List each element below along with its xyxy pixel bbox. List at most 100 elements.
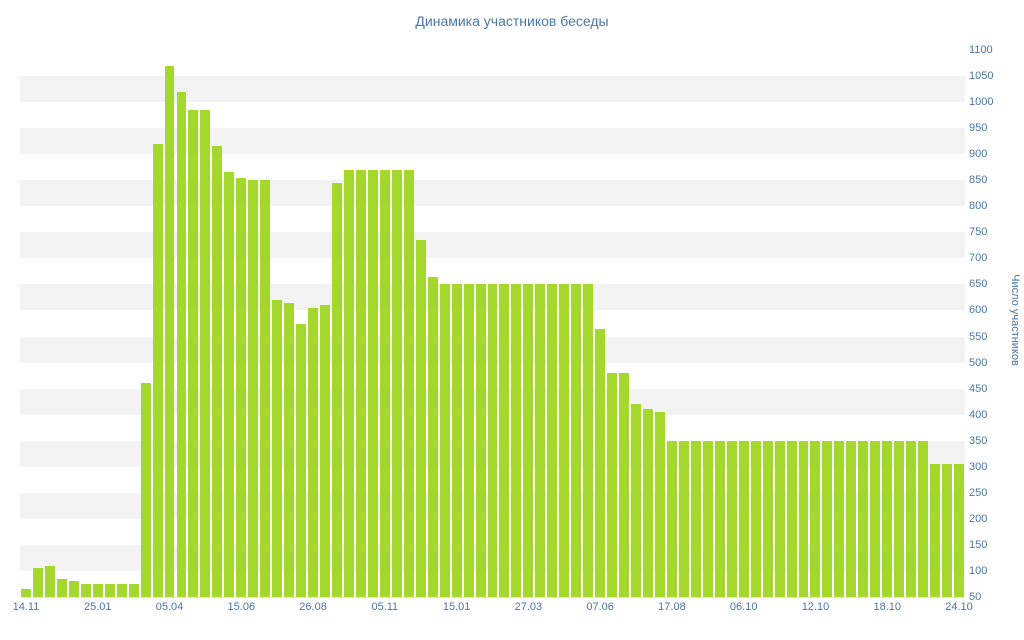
grid-stripe	[20, 50, 965, 77]
bar	[80, 583, 91, 597]
y-axis: 50 100 150 200 250 300 350 400 450 500 550 600 650 70…	[969, 44, 1007, 603]
bar	[523, 284, 534, 597]
bar	[272, 300, 283, 597]
y-tick-label: 600	[969, 304, 988, 317]
y-tick-label: 1000	[969, 96, 994, 109]
x-tick-label: 25.01	[83, 601, 112, 613]
bar	[595, 328, 606, 597]
bar	[834, 440, 845, 597]
bar	[164, 65, 175, 597]
bar	[32, 568, 43, 597]
bar	[738, 440, 749, 597]
bar	[678, 440, 689, 597]
bar	[355, 169, 366, 597]
bar	[882, 440, 893, 597]
y-tick-label: 500	[969, 356, 988, 369]
x-tick-label: 17.08	[658, 601, 686, 613]
bar	[762, 440, 773, 597]
y-tick-label: 900	[969, 148, 988, 161]
bar	[954, 464, 964, 597]
y-tick-label: 450	[969, 382, 988, 395]
bar	[463, 284, 474, 597]
bar	[224, 172, 235, 597]
x-tick-label: 07.06	[586, 601, 614, 613]
bar	[320, 305, 330, 597]
bar	[774, 440, 785, 597]
x-tick-label: 26.08	[299, 601, 327, 613]
y-tick-label: 1100	[969, 44, 993, 56]
bar	[296, 323, 307, 597]
bar	[379, 169, 390, 597]
y-axis-title: Число участников	[1009, 274, 1021, 366]
bar	[870, 440, 881, 597]
bar	[547, 284, 558, 597]
chart-title: Динамика участников беседы	[415, 13, 609, 29]
bar	[44, 565, 55, 597]
y-tick-label: 1050	[969, 70, 994, 83]
x-tick-label: 14.11	[12, 601, 40, 613]
bar	[511, 284, 522, 597]
y-tick-label: 50	[969, 591, 982, 603]
bar	[666, 440, 677, 597]
bar	[499, 284, 510, 597]
bar	[367, 169, 378, 597]
x-tick-label: 15.06	[227, 601, 256, 613]
bar	[714, 440, 725, 597]
bar	[690, 440, 701, 597]
bar	[726, 440, 737, 597]
bar	[176, 91, 187, 597]
bar	[200, 109, 211, 597]
x-tick-label: 27.03	[514, 601, 543, 613]
bar	[403, 169, 414, 597]
x-tick-label: 12.10	[801, 601, 830, 613]
bar	[702, 440, 713, 597]
bar	[451, 284, 462, 597]
bar	[607, 373, 618, 597]
x-axis: 14.11 25.01 05.04 15.06 26.08 05.11 15.01 27.03…	[13, 601, 973, 619]
y-tick-label: 700	[969, 252, 988, 265]
bar	[559, 284, 570, 597]
bar	[152, 143, 163, 597]
y-tick-label: 200	[969, 512, 988, 525]
y-tick-label: 950	[969, 122, 988, 135]
bar	[332, 182, 342, 597]
x-tick-label: 15.01	[442, 601, 471, 613]
bar	[786, 440, 797, 597]
bar	[631, 404, 642, 597]
bar	[750, 440, 761, 597]
y-tick-label: 750	[969, 226, 988, 239]
bar	[535, 284, 546, 597]
x-tick-label: 06.10	[729, 601, 758, 613]
bar	[894, 440, 905, 597]
bar	[930, 464, 941, 597]
y-tick-label: 100	[969, 564, 988, 577]
bar	[188, 109, 199, 597]
bar	[583, 284, 594, 597]
bar	[21, 589, 31, 597]
bar	[284, 302, 295, 597]
x-tick-label: 05.11	[371, 601, 399, 613]
grid-stripe	[20, 102, 965, 130]
bar	[942, 464, 953, 597]
y-tick-label: 400	[969, 408, 988, 421]
bar	[116, 583, 127, 597]
plot-area	[20, 50, 965, 598]
bar	[68, 581, 79, 597]
y-tick-label: 550	[969, 330, 988, 343]
y-tick-label: 350	[969, 434, 988, 447]
x-tick-label: 05.04	[155, 601, 184, 613]
bar	[391, 169, 402, 597]
x-tick-label: 18.10	[873, 601, 901, 613]
bar	[571, 284, 582, 597]
bar	[427, 276, 438, 597]
x-tick-label: 24.10	[945, 601, 973, 613]
bar	[619, 373, 630, 597]
bar	[487, 284, 498, 597]
y-tick-label: 300	[969, 460, 988, 473]
grid-stripe	[20, 76, 965, 104]
bar	[56, 578, 67, 597]
bar	[810, 440, 821, 597]
bar	[248, 180, 259, 597]
bar	[308, 307, 319, 597]
